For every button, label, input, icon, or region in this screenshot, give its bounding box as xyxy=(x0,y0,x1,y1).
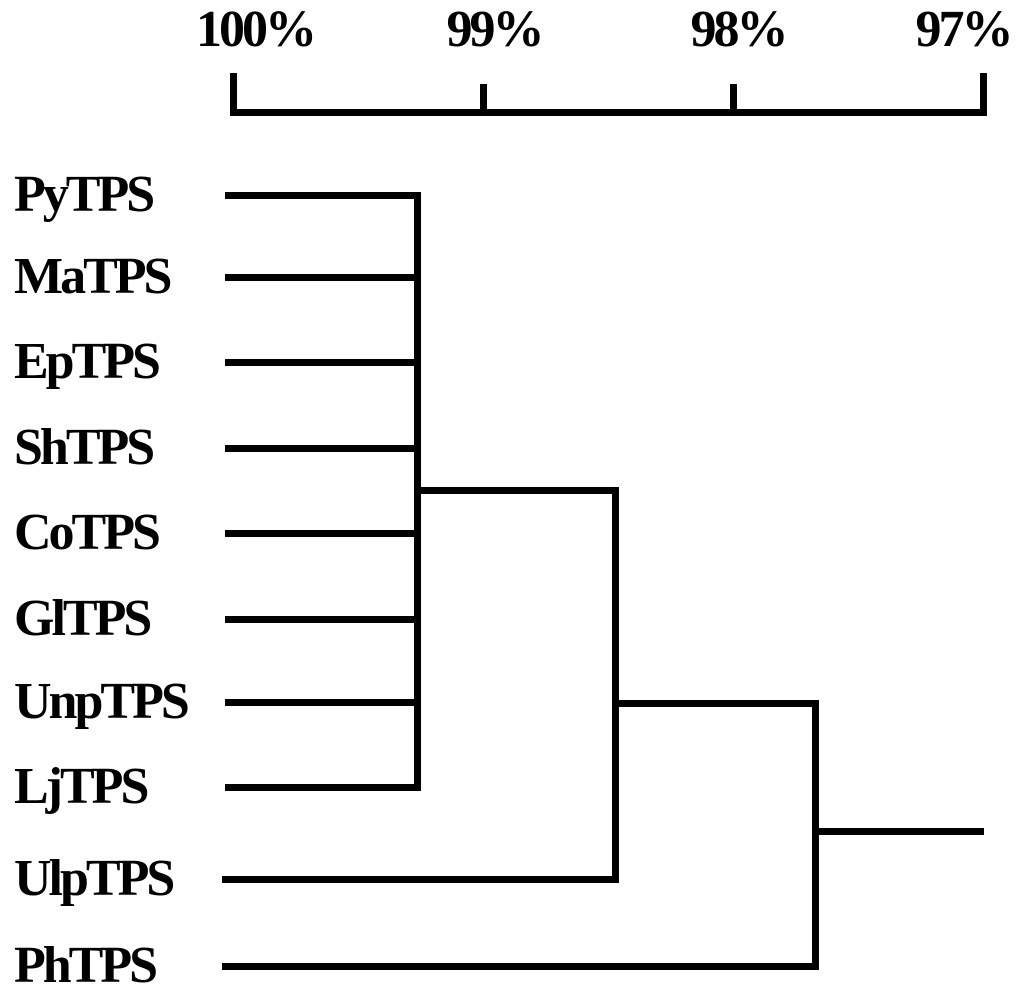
tree-line xyxy=(224,783,421,791)
tree-line xyxy=(224,273,421,281)
leaf-label: UnpTPS xyxy=(14,673,190,730)
leaf-label: LjTPS xyxy=(14,758,149,815)
scale-line xyxy=(229,108,987,116)
tree-line xyxy=(224,615,421,623)
leaf-label: MaTPS xyxy=(14,248,172,305)
scale-line xyxy=(979,72,987,116)
leaf-label: CoTPS xyxy=(14,504,161,561)
scale-line xyxy=(229,72,237,116)
scale-line xyxy=(479,83,487,116)
leaf-label: GlTPS xyxy=(14,590,152,647)
tree-line xyxy=(611,699,819,707)
tree-line xyxy=(811,827,984,835)
leaf-label: PhTPS xyxy=(14,937,158,994)
scale-line xyxy=(729,83,737,116)
tree-line xyxy=(224,444,421,452)
leaf-label: UlpTPS xyxy=(14,850,175,907)
scale-tick-label-97: 97% xyxy=(915,1,1014,58)
tree-line xyxy=(224,698,421,706)
tree-line xyxy=(224,358,421,366)
tree-line xyxy=(611,486,619,883)
tree-line xyxy=(224,529,421,537)
tree-line xyxy=(811,699,819,970)
tree-line xyxy=(221,962,819,970)
leaf-label: PyTPS xyxy=(14,166,155,223)
tree-line xyxy=(413,486,619,494)
tree-line xyxy=(221,875,619,883)
leaf-label: ShTPS xyxy=(14,419,155,476)
leaf-label: EpTPS xyxy=(14,333,161,390)
tree-line xyxy=(224,191,421,199)
scale-tick-label-98: 98% xyxy=(690,1,789,58)
scale-tick-label-100: 100% xyxy=(196,1,317,58)
scale-tick-label-99: 99% xyxy=(446,1,545,58)
